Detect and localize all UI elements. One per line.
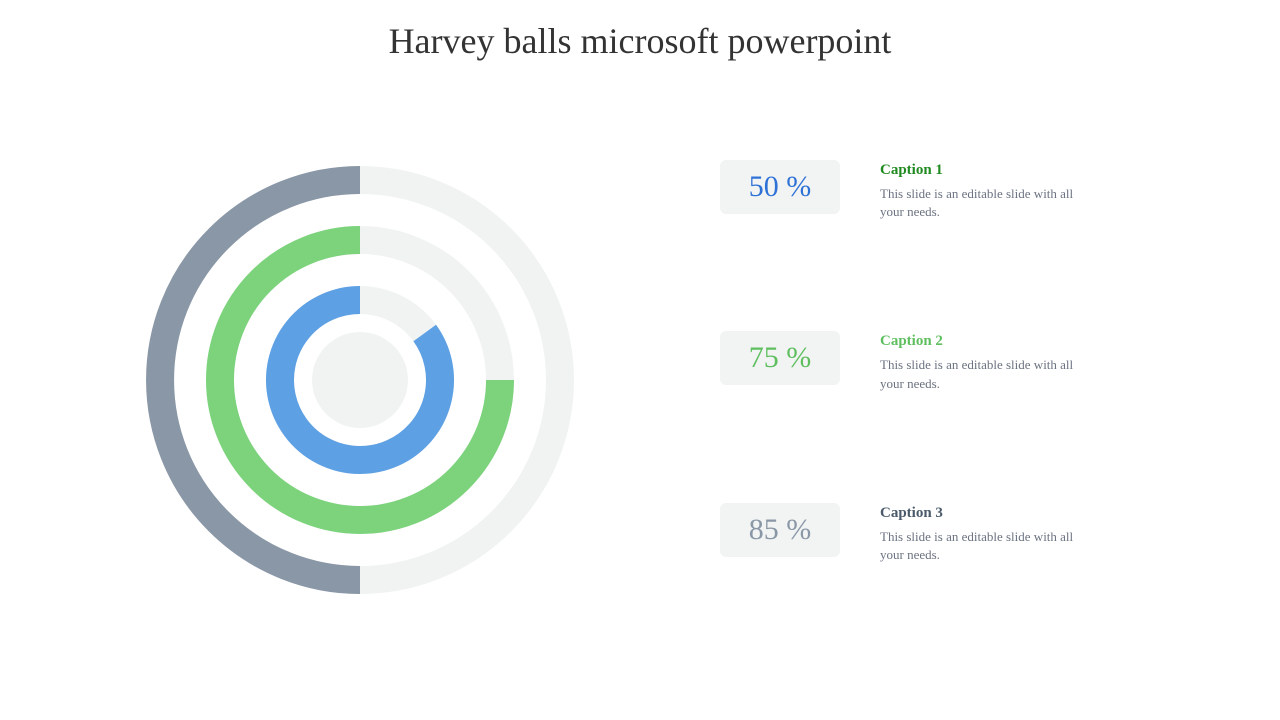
caption-title: Caption 2	[880, 333, 1100, 350]
caption-description: This slide is an editable slide with all…	[880, 356, 1100, 392]
caption-description: This slide is an editable slide with all…	[880, 185, 1100, 221]
percent-badge: 75 %	[720, 331, 840, 385]
caption-block: Caption 1 This slide is an editable slid…	[880, 160, 1100, 221]
radial-chart	[130, 150, 590, 610]
caption-block: Caption 2 This slide is an editable slid…	[880, 331, 1100, 392]
slide-title: Harvey balls microsoft powerpoint	[0, 20, 1280, 62]
percent-badge: 50 %	[720, 160, 840, 214]
percent-badge: 85 %	[720, 503, 840, 557]
caption-title: Caption 3	[880, 505, 1100, 522]
legend: 50 % Caption 1 This slide is an editable…	[720, 160, 1200, 674]
caption-description: This slide is an editable slide with all…	[880, 528, 1100, 564]
legend-row: 50 % Caption 1 This slide is an editable…	[720, 160, 1200, 221]
caption-block: Caption 3 This slide is an editable slid…	[880, 503, 1100, 564]
legend-row: 85 % Caption 3 This slide is an editable…	[720, 503, 1200, 564]
caption-title: Caption 1	[880, 162, 1100, 179]
legend-row: 75 % Caption 2 This slide is an editable…	[720, 331, 1200, 392]
